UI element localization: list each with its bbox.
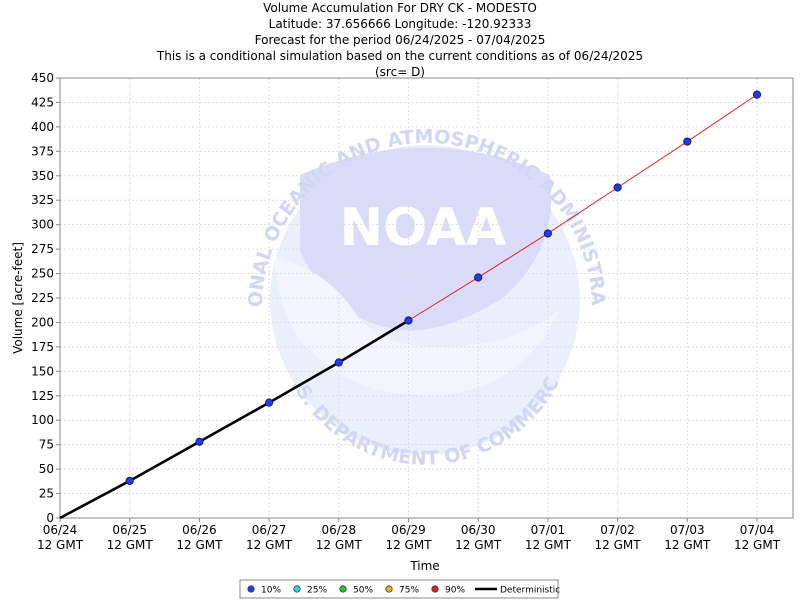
y-tick-label: 375 xyxy=(31,144,54,158)
y-axis: 0 25 50 75 100 125 150 175 200 225 250 275 300 325 350… xyxy=(31,71,60,525)
series-lines xyxy=(59,94,758,520)
y-tick-label: 150 xyxy=(31,364,54,378)
data-point-10 xyxy=(195,437,204,446)
x-tick-label-date: 07/04 xyxy=(740,523,775,537)
data-point-10 xyxy=(683,137,692,146)
chart-subtitle-conditions: This is a conditional simulation based o… xyxy=(156,49,644,63)
x-tick-label-time: 12 GMT xyxy=(107,538,154,552)
data-point-10 xyxy=(613,183,622,192)
x-tick-label-date: 06/26 xyxy=(182,523,217,537)
x-tick-label-time: 12 GMT xyxy=(595,538,642,552)
series-line-deterministic xyxy=(59,319,410,520)
legend-marker-50 xyxy=(339,585,347,593)
data-point-10 xyxy=(543,229,553,238)
legend-marker-75 xyxy=(385,585,393,593)
x-tick-label-time: 12 GMT xyxy=(525,538,572,552)
y-tick-label: 425 xyxy=(31,95,54,109)
x-tick-label-date: 07/02 xyxy=(600,523,635,537)
y-tick-label: 325 xyxy=(31,193,54,207)
x-tick-label-date: 06/25 xyxy=(112,523,147,537)
legend-label-90: 90% xyxy=(445,586,465,596)
x-tick-label-time: 12 GMT xyxy=(37,538,84,552)
legend-label-25: 25% xyxy=(307,586,327,596)
x-tick-label-time: 12 GMT xyxy=(734,538,781,552)
y-tick-label: 300 xyxy=(31,218,54,232)
y-tick-label: 25 xyxy=(39,487,54,501)
y-tick-label: 200 xyxy=(31,315,54,329)
legend-marker-90 xyxy=(431,585,439,593)
data-point-10 xyxy=(752,90,762,99)
legend-label-deterministic: Deterministic xyxy=(500,586,560,596)
legend-box xyxy=(239,579,559,599)
x-tick-label-time: 12 GMT xyxy=(316,538,363,552)
chart-title-block: Volume Accumulation For DRY CK - MODESTO… xyxy=(0,0,800,80)
legend-marker-25 xyxy=(293,585,301,593)
legend: 10% 25% 50% 75% 90% Deterministic xyxy=(239,579,560,599)
x-tick-label-date: 06/24 xyxy=(43,523,78,537)
y-tick-label: 75 xyxy=(39,438,54,452)
y-tick-label: 0 xyxy=(46,511,54,525)
y-tick-label: 50 xyxy=(39,462,54,476)
y-tick-label: 275 xyxy=(31,242,54,256)
x-tick-label-date: 06/30 xyxy=(461,523,496,537)
y-tick-label: 125 xyxy=(31,389,54,403)
x-tick-label-time: 12 GMT xyxy=(455,538,502,552)
x-tick-label-date: 07/03 xyxy=(670,523,705,537)
y-axis-title: Volume [acre-feet] xyxy=(11,242,25,354)
y-tick-label: 250 xyxy=(31,267,54,281)
x-tick-label-date: 06/29 xyxy=(391,523,426,537)
x-tick-label-date: 06/27 xyxy=(252,523,287,537)
x-axis-title: Time xyxy=(409,559,439,573)
x-tick-label-date: 06/28 xyxy=(322,523,357,537)
chart-subtitle-location: Latitude: 37.656666 Longitude: -120.9233… xyxy=(268,17,532,31)
data-point-10 xyxy=(404,316,413,325)
y-tick-label: 175 xyxy=(31,340,54,354)
x-tick-label-time: 12 GMT xyxy=(176,538,223,552)
noaa-logo-text: NOAA xyxy=(340,198,507,258)
y-tick-label: 400 xyxy=(31,120,54,134)
series-line-90 xyxy=(408,94,758,321)
legend-label-10: 10% xyxy=(261,586,281,596)
chart-subtitle-source: (src= D) xyxy=(375,65,425,79)
x-tick-label-time: 12 GMT xyxy=(385,538,432,552)
x-tick-label-time: 12 GMT xyxy=(246,538,293,552)
data-point-10 xyxy=(334,358,343,367)
x-tick-label-date: 07/01 xyxy=(531,523,566,537)
chart-subtitle-period: Forecast for the period 06/24/2025 - 07/… xyxy=(254,33,546,47)
y-tick-label: 225 xyxy=(31,291,54,305)
y-tick-label: 450 xyxy=(31,71,54,85)
x-tick-label-time: 12 GMT xyxy=(664,538,711,552)
legend-label-75: 75% xyxy=(399,586,419,596)
legend-label-50: 50% xyxy=(353,586,373,596)
data-point-10 xyxy=(265,398,274,407)
chart-title: Volume Accumulation For DRY CK - MODESTO xyxy=(263,1,537,15)
y-tick-label: 350 xyxy=(31,169,54,183)
data-point-10 xyxy=(125,476,134,485)
series-points xyxy=(125,90,762,485)
data-point-10 xyxy=(474,273,483,282)
y-tick-label: 100 xyxy=(31,413,54,427)
legend-marker-10 xyxy=(247,585,255,593)
